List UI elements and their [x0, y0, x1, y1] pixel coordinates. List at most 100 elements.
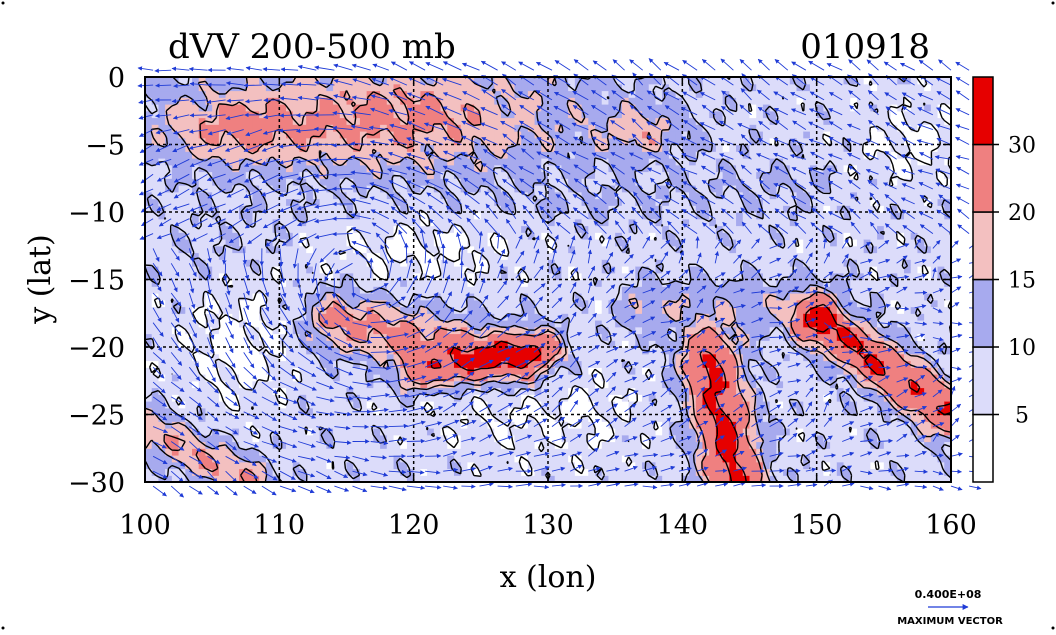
field-cell — [380, 117, 388, 125]
field-cell — [386, 380, 395, 389]
field-cell — [326, 144, 334, 152]
field-cell — [554, 171, 563, 179]
field-cell — [286, 353, 294, 362]
field-cell — [601, 104, 610, 112]
field-cell — [608, 441, 616, 449]
field-cell — [621, 158, 630, 166]
field-cell — [568, 441, 576, 449]
field-cell — [400, 124, 408, 132]
field-cell — [554, 428, 563, 436]
field-cell — [359, 326, 368, 335]
field-cell — [527, 77, 536, 85]
field-cell — [265, 380, 274, 389]
field-cell — [527, 158, 536, 166]
field-cell — [527, 279, 536, 287]
field-cell — [151, 448, 160, 456]
field-cell — [655, 461, 663, 470]
field-cell — [239, 340, 247, 348]
field-cell — [198, 293, 207, 301]
field-cell — [386, 110, 395, 119]
field-cell — [171, 394, 180, 402]
field-cell — [581, 448, 589, 456]
field-cell — [151, 401, 160, 409]
field-cell — [171, 360, 180, 368]
field-cell — [245, 117, 254, 125]
field-cell — [588, 293, 596, 301]
field-cell — [480, 266, 489, 274]
field-cell — [541, 151, 549, 159]
field-cell — [218, 185, 227, 193]
field-cell — [252, 434, 260, 443]
field-cell — [386, 279, 395, 287]
field-cell — [642, 367, 650, 375]
field-cell — [548, 252, 556, 260]
field-cell — [474, 158, 482, 166]
field-cell — [621, 131, 630, 139]
field-cell — [668, 83, 677, 92]
field-cell — [608, 394, 616, 402]
field-cell — [353, 205, 361, 213]
field-cell — [420, 164, 428, 173]
field-cell — [218, 151, 227, 159]
field-cell — [521, 225, 529, 233]
field-cell — [648, 353, 657, 362]
field-cell — [527, 198, 536, 206]
field-cell — [218, 104, 227, 112]
field-cell — [380, 360, 388, 368]
field-cell — [427, 266, 435, 274]
field-cell — [178, 117, 186, 125]
field-cell — [548, 104, 556, 112]
field-cell — [568, 293, 576, 301]
field-cell — [252, 313, 260, 321]
field-cell — [178, 164, 186, 173]
field-cell — [615, 131, 623, 139]
field-cell — [695, 232, 704, 240]
field-cell — [527, 164, 536, 173]
field-cell — [668, 239, 677, 247]
field-cell — [541, 475, 549, 482]
field-cell — [648, 97, 657, 105]
field-cell — [595, 239, 603, 247]
field-cell — [366, 77, 374, 85]
field-cell — [534, 380, 542, 389]
field-cell — [306, 293, 314, 301]
field-cell — [595, 279, 603, 287]
field-cell — [480, 158, 489, 166]
field-cell — [406, 475, 415, 482]
field-cell — [292, 191, 301, 200]
field-cell — [642, 286, 650, 294]
field-cell — [380, 394, 388, 402]
field-cell — [239, 178, 247, 186]
field-cell — [192, 448, 200, 456]
field-cell — [427, 131, 435, 139]
field-cell — [359, 353, 368, 362]
field-cell — [460, 144, 468, 152]
field-cell — [366, 117, 374, 125]
field-cell — [601, 205, 610, 213]
field-cell — [333, 137, 341, 146]
field-cell — [601, 428, 610, 436]
field-cell — [460, 293, 468, 301]
field-cell — [178, 353, 186, 362]
field-cell — [581, 151, 589, 159]
field-cell — [554, 421, 563, 429]
field-cell — [245, 198, 254, 206]
field-cell — [588, 428, 596, 436]
field-cell — [447, 421, 455, 429]
field-cell — [319, 340, 327, 348]
field-cell — [500, 360, 509, 368]
field-cell — [165, 239, 173, 247]
field-cell — [662, 414, 670, 422]
field-cell — [534, 367, 542, 375]
field-cell — [299, 259, 307, 267]
field-cell — [413, 77, 421, 85]
field-cell — [359, 191, 368, 200]
field-cell — [151, 293, 160, 301]
field-cell — [581, 137, 589, 146]
field-cell — [494, 252, 502, 260]
field-cell — [702, 414, 710, 422]
field-cell — [400, 104, 408, 112]
field-cell — [574, 401, 583, 409]
field-cell — [480, 407, 489, 416]
field-cell — [467, 286, 475, 294]
